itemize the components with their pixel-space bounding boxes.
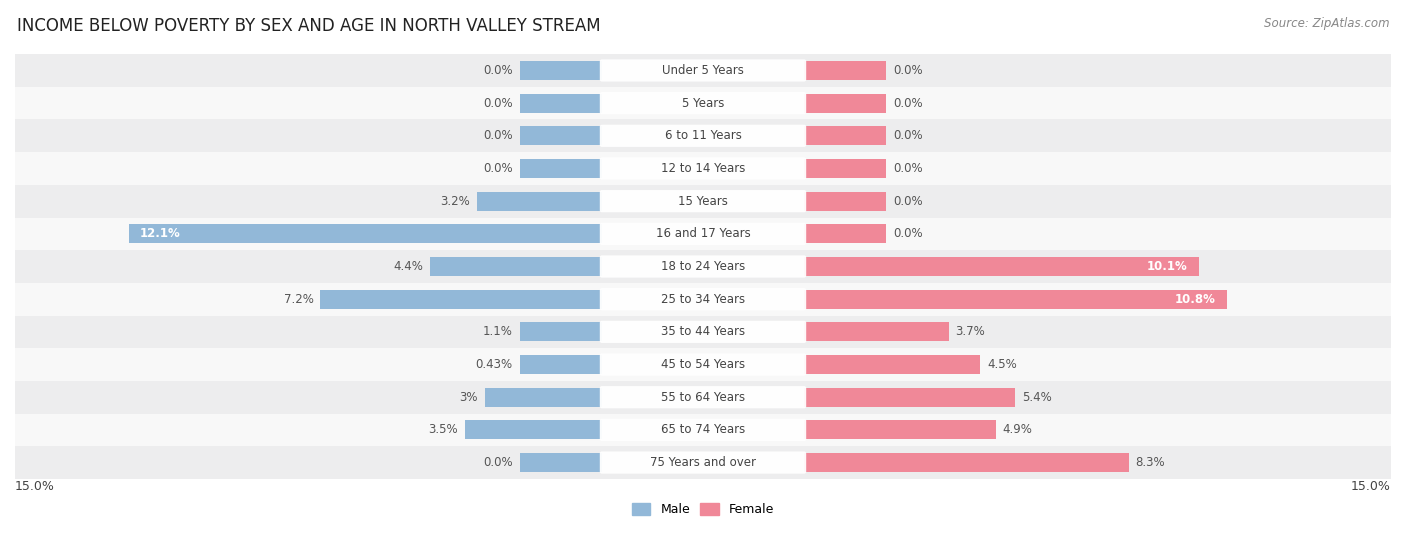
Text: 3.5%: 3.5% [429, 423, 458, 437]
Text: 10.8%: 10.8% [1174, 293, 1215, 306]
Text: 3.2%: 3.2% [440, 195, 470, 208]
Bar [804, 159, 886, 178]
Bar [804, 192, 886, 211]
Text: 18 to 24 Years: 18 to 24 Years [661, 260, 745, 273]
Text: 4.5%: 4.5% [987, 358, 1017, 371]
FancyBboxPatch shape [600, 321, 806, 343]
Bar [804, 290, 1226, 309]
Text: 0.0%: 0.0% [484, 64, 513, 77]
Text: 3.7%: 3.7% [956, 325, 986, 338]
Bar [128, 224, 602, 243]
Bar [15, 446, 1391, 479]
FancyBboxPatch shape [600, 125, 806, 147]
Text: 0.0%: 0.0% [484, 162, 513, 175]
FancyBboxPatch shape [600, 59, 806, 82]
Bar [15, 152, 1391, 185]
Bar [520, 61, 602, 80]
Bar [15, 217, 1391, 250]
FancyBboxPatch shape [600, 419, 806, 441]
Text: Source: ZipAtlas.com: Source: ZipAtlas.com [1264, 17, 1389, 30]
FancyBboxPatch shape [600, 158, 806, 179]
Bar [15, 185, 1391, 217]
Text: 3%: 3% [460, 391, 478, 404]
Text: 8.3%: 8.3% [1136, 456, 1166, 469]
Bar [15, 87, 1391, 120]
Text: 25 to 34 Years: 25 to 34 Years [661, 293, 745, 306]
Bar [520, 159, 602, 178]
Text: 4.9%: 4.9% [1002, 423, 1032, 437]
Bar [804, 388, 1015, 407]
Text: 10.1%: 10.1% [1147, 260, 1188, 273]
FancyBboxPatch shape [600, 353, 806, 376]
Text: 6 to 11 Years: 6 to 11 Years [665, 129, 741, 143]
Bar [477, 192, 602, 211]
Bar [804, 355, 980, 374]
FancyBboxPatch shape [600, 386, 806, 408]
Text: 15 Years: 15 Years [678, 195, 728, 208]
Bar [520, 94, 602, 112]
Text: 0.43%: 0.43% [475, 358, 513, 371]
Text: 0.0%: 0.0% [893, 162, 922, 175]
Bar [804, 224, 886, 243]
Text: 0.0%: 0.0% [893, 228, 922, 240]
Text: 0.0%: 0.0% [484, 97, 513, 110]
Bar [520, 323, 602, 342]
FancyBboxPatch shape [600, 222, 806, 245]
Text: 1.1%: 1.1% [482, 325, 513, 338]
FancyBboxPatch shape [600, 288, 806, 310]
Text: 45 to 54 Years: 45 to 54 Years [661, 358, 745, 371]
Text: 4.4%: 4.4% [394, 260, 423, 273]
Bar [15, 381, 1391, 414]
Bar [804, 453, 1129, 472]
Bar [430, 257, 602, 276]
Bar [804, 420, 995, 439]
Text: 5 Years: 5 Years [682, 97, 724, 110]
Bar [15, 315, 1391, 348]
Text: 35 to 44 Years: 35 to 44 Years [661, 325, 745, 338]
Bar [15, 54, 1391, 87]
Bar [520, 453, 602, 472]
Text: 0.0%: 0.0% [484, 456, 513, 469]
Bar [804, 257, 1199, 276]
Text: 65 to 74 Years: 65 to 74 Years [661, 423, 745, 437]
Text: 75 Years and over: 75 Years and over [650, 456, 756, 469]
Text: 12.1%: 12.1% [141, 228, 181, 240]
Bar [15, 283, 1391, 315]
FancyBboxPatch shape [600, 452, 806, 473]
Text: 5.4%: 5.4% [1022, 391, 1052, 404]
Text: 0.0%: 0.0% [893, 129, 922, 143]
Bar [465, 420, 602, 439]
Bar [15, 348, 1391, 381]
Text: 15.0%: 15.0% [1351, 480, 1391, 492]
FancyBboxPatch shape [600, 190, 806, 212]
FancyBboxPatch shape [600, 92, 806, 114]
Text: 7.2%: 7.2% [284, 293, 314, 306]
Text: Under 5 Years: Under 5 Years [662, 64, 744, 77]
FancyBboxPatch shape [600, 255, 806, 278]
Bar [15, 120, 1391, 152]
Bar [15, 250, 1391, 283]
Legend: Male, Female: Male, Female [627, 498, 779, 521]
Text: 0.0%: 0.0% [893, 195, 922, 208]
Text: 12 to 14 Years: 12 to 14 Years [661, 162, 745, 175]
Text: 16 and 17 Years: 16 and 17 Years [655, 228, 751, 240]
Bar [804, 323, 949, 342]
Bar [804, 61, 886, 80]
Bar [520, 355, 602, 374]
Text: 55 to 64 Years: 55 to 64 Years [661, 391, 745, 404]
Bar [15, 414, 1391, 446]
Bar [804, 94, 886, 112]
Text: 0.0%: 0.0% [893, 97, 922, 110]
Text: 0.0%: 0.0% [484, 129, 513, 143]
Bar [520, 126, 602, 145]
Text: 15.0%: 15.0% [15, 480, 55, 492]
Text: 0.0%: 0.0% [893, 64, 922, 77]
Bar [804, 126, 886, 145]
Bar [485, 388, 602, 407]
Bar [321, 290, 602, 309]
Text: INCOME BELOW POVERTY BY SEX AND AGE IN NORTH VALLEY STREAM: INCOME BELOW POVERTY BY SEX AND AGE IN N… [17, 17, 600, 35]
